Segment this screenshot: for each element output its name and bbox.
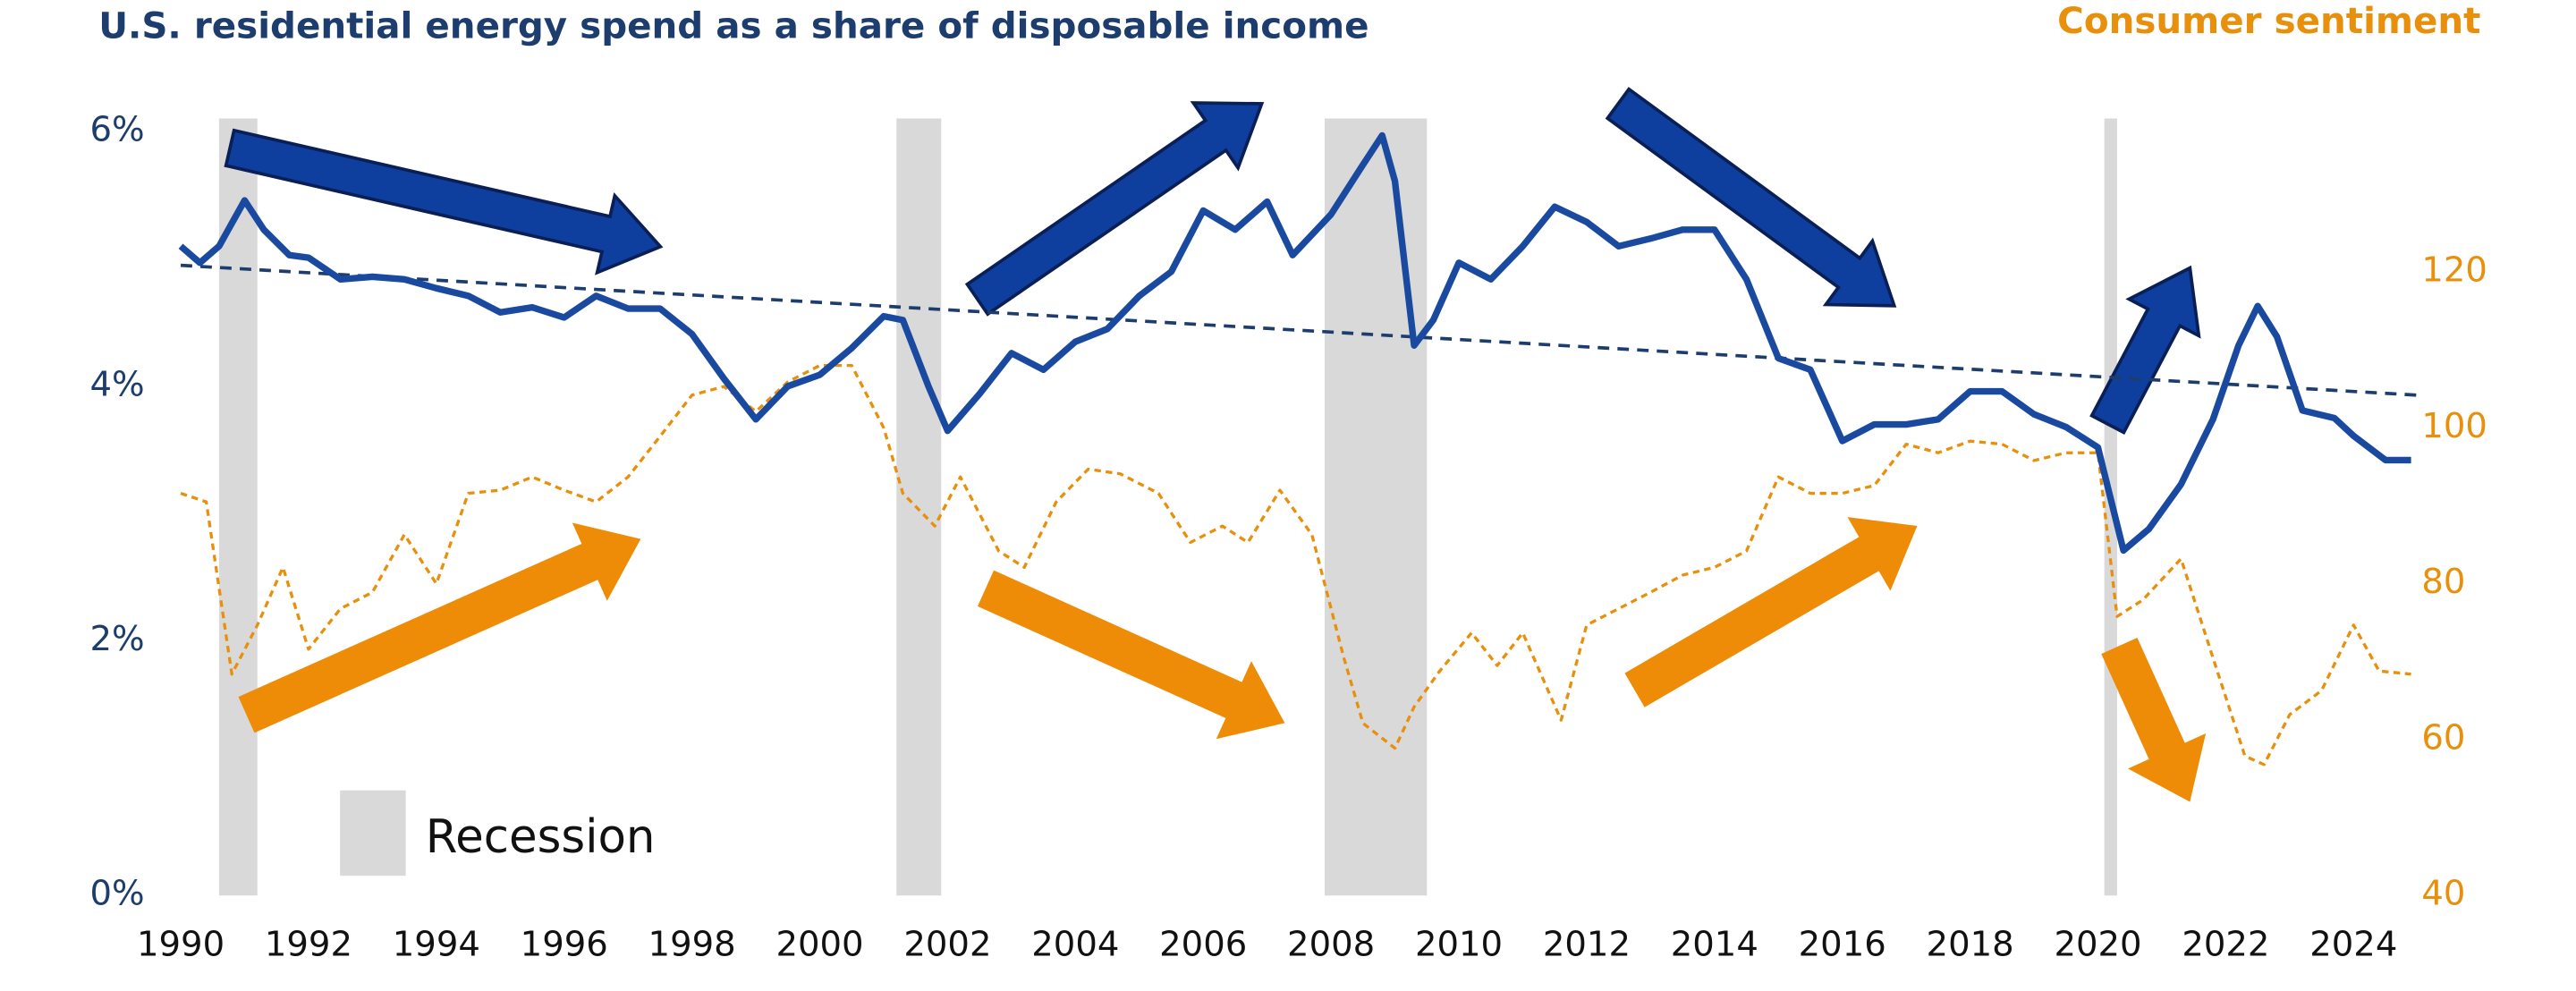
y2-tick-label: 120 bbox=[2421, 250, 2487, 291]
annotation-arrows bbox=[224, 87, 2207, 802]
legend-label: Recession bbox=[426, 810, 656, 864]
x-tick-label: 2024 bbox=[2309, 925, 2397, 965]
x-tick-label: 2016 bbox=[1799, 925, 1886, 965]
trend-arrow bbox=[977, 570, 1285, 740]
y-tick-label: 2% bbox=[89, 619, 144, 659]
trend-arrow bbox=[224, 128, 664, 275]
trend-line bbox=[180, 263, 2418, 397]
recession-band bbox=[1324, 118, 1428, 896]
x-tick-label: 2006 bbox=[1159, 925, 1247, 965]
y-tick-label: 0% bbox=[89, 874, 144, 914]
x-tick-label: 2020 bbox=[2054, 925, 2141, 965]
trend-arrow bbox=[2089, 265, 2201, 435]
x-tick-label: 2012 bbox=[1543, 925, 1631, 965]
y2-tick-label: 60 bbox=[2421, 717, 2465, 758]
x-tick-label: 2018 bbox=[1927, 925, 2014, 965]
x-tick-label: 1994 bbox=[393, 925, 480, 965]
series-line bbox=[180, 363, 2411, 767]
x-tick-label: 1990 bbox=[137, 925, 225, 965]
x-tick-label: 1992 bbox=[265, 925, 352, 965]
recession-bands bbox=[218, 118, 2117, 896]
x-tick-label: 1996 bbox=[521, 925, 608, 965]
x-tick-label: 2004 bbox=[1031, 925, 1119, 965]
y2-tick-label: 40 bbox=[2421, 874, 2465, 914]
recession-band bbox=[896, 118, 942, 896]
y2-title: Consumer sentiment bbox=[2057, 0, 2480, 42]
x-tick-label: 1998 bbox=[648, 925, 736, 965]
trend-arrow bbox=[1624, 517, 1918, 707]
x-tick-label: 2014 bbox=[1671, 925, 1758, 965]
x-tick-label: 2002 bbox=[903, 925, 991, 965]
trend-arrow bbox=[1605, 87, 1897, 308]
series-line bbox=[178, 131, 2411, 555]
plot-lines bbox=[178, 131, 2418, 767]
x-tick-label: 2022 bbox=[2182, 925, 2269, 965]
x-tick-label: 2000 bbox=[775, 925, 863, 965]
trend-arrow bbox=[2101, 637, 2207, 802]
legend-swatch bbox=[340, 790, 406, 877]
y2-tick-label: 100 bbox=[2421, 406, 2487, 446]
chart-title: U.S. residential energy spend as a share… bbox=[98, 4, 1368, 47]
trend-arrow bbox=[238, 522, 641, 733]
y-tick-label: 4% bbox=[89, 364, 144, 404]
x-tick-label: 2008 bbox=[1287, 925, 1375, 965]
recession-band bbox=[218, 118, 258, 896]
y2-tick-label: 80 bbox=[2421, 562, 2465, 602]
x-tick-label: 2010 bbox=[1415, 925, 1503, 965]
trend-arrow bbox=[964, 101, 1265, 317]
y-tick-label: 6% bbox=[89, 110, 144, 150]
